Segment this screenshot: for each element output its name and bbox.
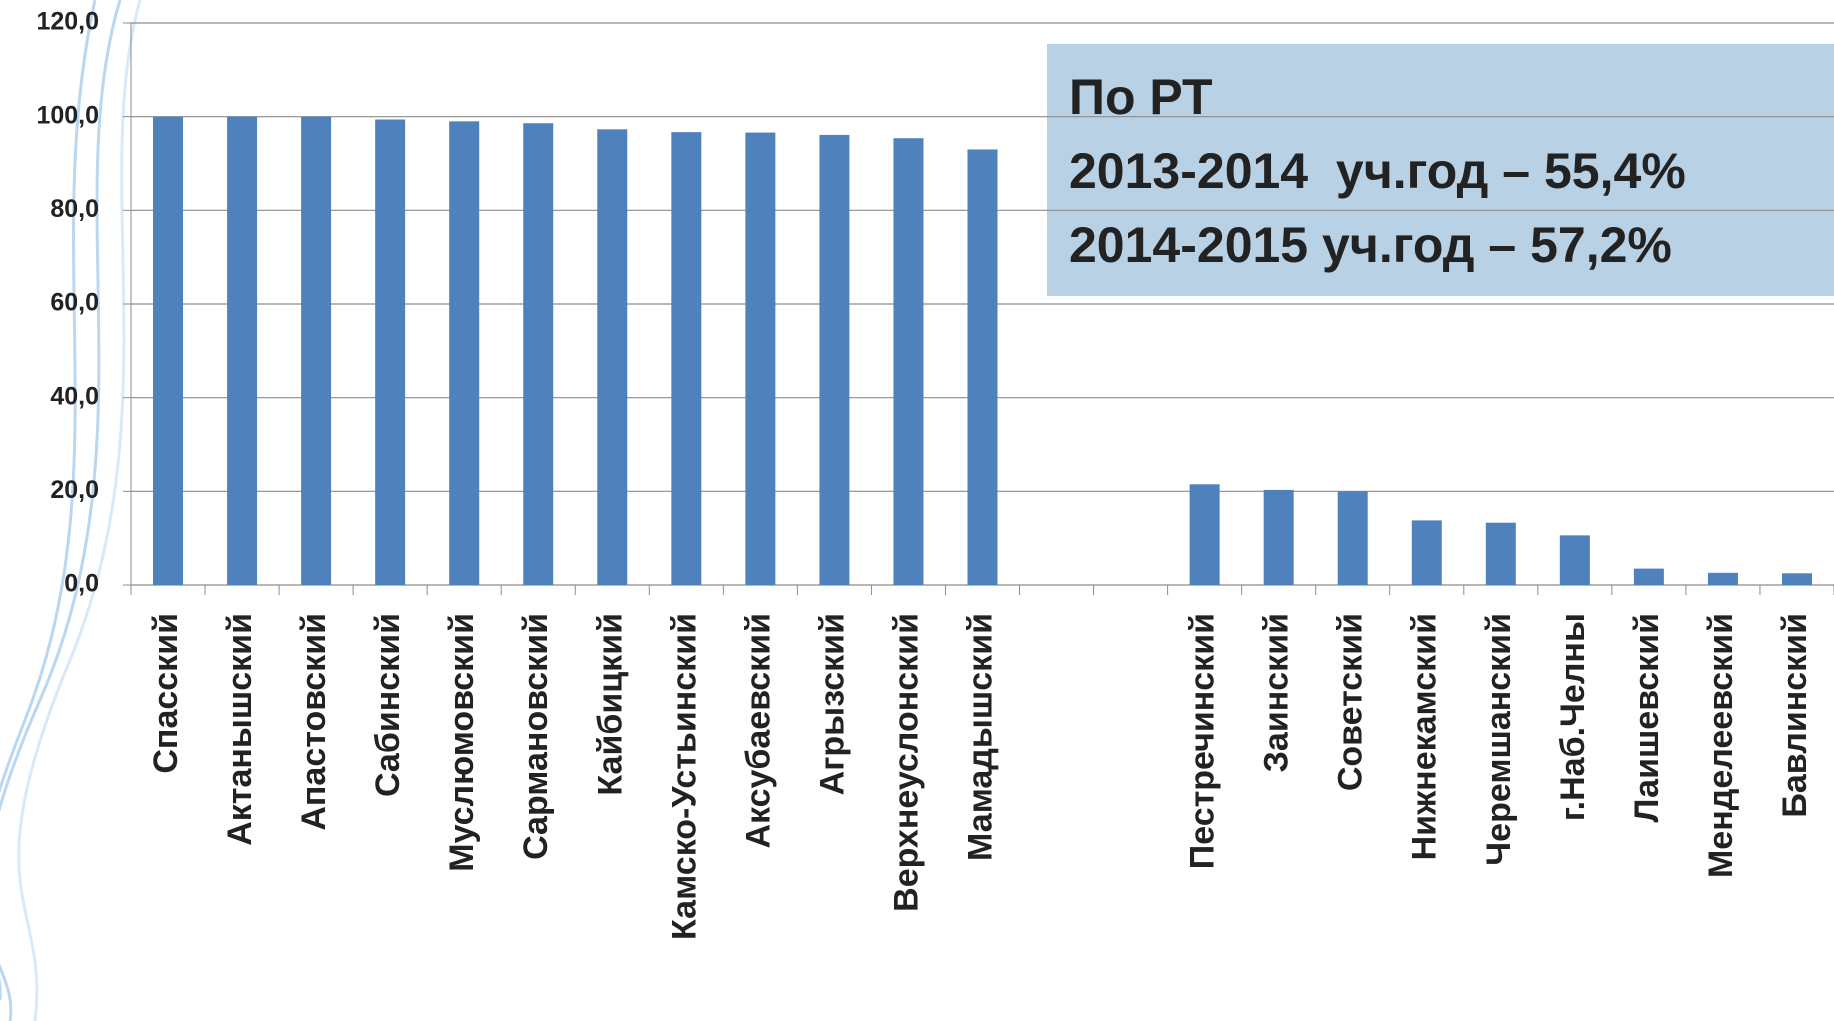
x-tick-label: Актанышский <box>221 613 259 846</box>
bar <box>671 132 702 585</box>
x-tick-label: Аксубаевский <box>739 613 777 849</box>
bar <box>375 119 406 585</box>
bar <box>745 132 776 585</box>
bar <box>967 149 998 585</box>
bar <box>893 138 924 585</box>
y-tick-label: 40,0 <box>50 382 99 410</box>
bar <box>1485 522 1516 585</box>
x-tick-label: Апастовский <box>295 613 333 831</box>
y-tick-label: 120,0 <box>36 8 99 36</box>
swirl <box>0 0 122 1021</box>
bar <box>1411 520 1442 585</box>
bar <box>153 116 184 586</box>
x-tick-label: Кайбицкий <box>591 613 629 796</box>
x-tick-label: Спасский <box>147 613 185 774</box>
x-tick-label: Черемшанский <box>1480 613 1518 866</box>
bar <box>819 134 850 585</box>
swirl <box>17 0 142 1021</box>
swirl <box>0 0 97 1001</box>
annotation-text: По РТ <box>1069 69 1213 125</box>
bar <box>449 121 480 585</box>
y-tick-label: 20,0 <box>50 476 99 504</box>
bar <box>1559 535 1590 585</box>
x-tick-label: Сармановский <box>517 613 555 860</box>
bar <box>1781 573 1812 585</box>
x-tick-label: Бавлинский <box>1776 613 1814 818</box>
x-tick-label: Камско-Устьинский <box>665 613 703 940</box>
y-tick-label: 0,0 <box>64 570 99 598</box>
bar <box>1189 484 1220 585</box>
x-tick-label: Советский <box>1332 613 1370 791</box>
bar <box>1633 568 1664 585</box>
x-tick-label: Нижнекамский <box>1406 613 1444 860</box>
x-tick-label: Заинский <box>1258 613 1296 772</box>
x-tick-label: Мамадышский <box>961 613 999 861</box>
x-tick-label: Верхнеуслонский <box>887 613 925 912</box>
x-tick-label: Пестречинский <box>1184 613 1222 869</box>
annotation-text: 2014-2015 уч.год – 57,2% <box>1069 217 1672 273</box>
bar <box>301 116 332 586</box>
x-tick-label: Муслюмовский <box>443 613 481 872</box>
decoration <box>0 0 142 1021</box>
x-tick-label: Агрызский <box>813 613 851 795</box>
y-tick-label: 60,0 <box>50 289 99 317</box>
x-tick-label: Сабинский <box>369 613 407 797</box>
y-tick-label: 100,0 <box>36 101 99 129</box>
bar <box>1707 572 1738 585</box>
x-tick-label: Лаишевский <box>1628 613 1666 823</box>
bar <box>1263 489 1294 585</box>
annotation-text: 2013-2014 уч.год – 55,4% <box>1069 143 1686 199</box>
bar <box>597 129 628 586</box>
x-tick-label: г.Наб.Челны <box>1554 613 1592 821</box>
bar <box>227 116 258 586</box>
y-tick-label: 80,0 <box>50 195 99 223</box>
x-tick-label: Менделеевский <box>1702 613 1740 878</box>
bar <box>1337 491 1368 585</box>
bar <box>523 123 554 586</box>
annotation-box <box>1047 44 1834 296</box>
